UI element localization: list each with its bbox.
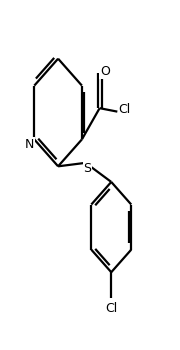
Text: N: N bbox=[25, 138, 35, 151]
Text: Cl: Cl bbox=[105, 302, 117, 315]
Text: Cl: Cl bbox=[118, 103, 130, 117]
Text: S: S bbox=[83, 162, 91, 175]
Text: O: O bbox=[100, 65, 110, 78]
